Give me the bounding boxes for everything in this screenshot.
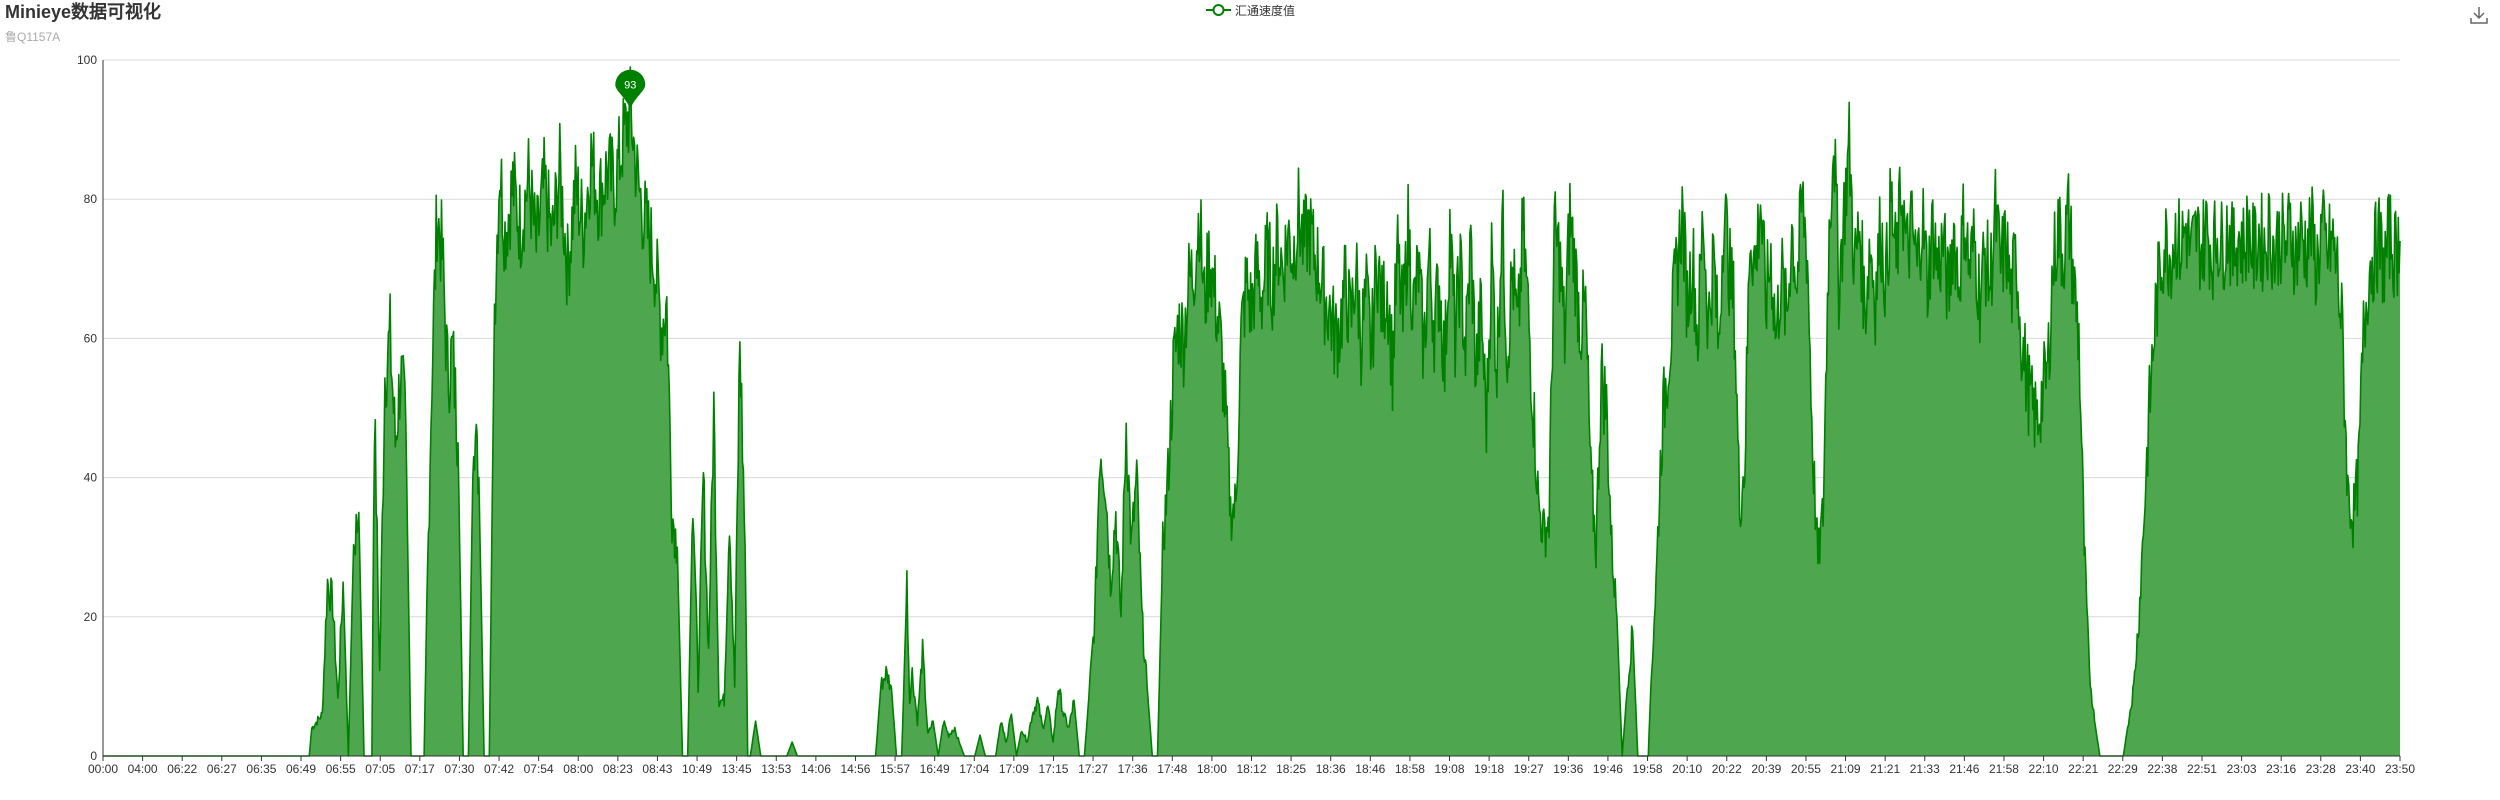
x-tick-label: 17:27: [1078, 762, 1108, 776]
download-icon[interactable]: [2468, 4, 2490, 26]
x-tick-label: 23:40: [2345, 762, 2375, 776]
legend-line-circle-icon: [1206, 4, 1231, 16]
x-tick-label: 21:33: [1910, 762, 1940, 776]
x-tick-label: 06:55: [326, 762, 356, 776]
x-tick-label: 06:35: [246, 762, 276, 776]
x-tick-label: 22:29: [2108, 762, 2138, 776]
y-tick-label: 100: [77, 53, 97, 67]
x-tick-label: 15:57: [880, 762, 910, 776]
chart-title: Minieye数据可视化: [5, 2, 162, 22]
x-tick-label: 20:22: [1712, 762, 1742, 776]
x-tick-label: 23:28: [2306, 762, 2336, 776]
x-tick-label: 07:17: [405, 762, 435, 776]
x-tick-label: 17:04: [959, 762, 989, 776]
max-marker-pin: [615, 69, 646, 109]
legend-item[interactable]: 汇通速度值: [1206, 1, 1295, 19]
x-tick-label: 21:58: [1989, 762, 2019, 776]
x-tick-label: 07:54: [524, 762, 554, 776]
x-tick-label: 17:09: [999, 762, 1029, 776]
x-tick-label: 18:00: [1197, 762, 1227, 776]
x-tick-label: 13:45: [722, 762, 752, 776]
x-tick-label: 18:25: [1276, 762, 1306, 776]
x-tick-label: 20:55: [1791, 762, 1821, 776]
x-tick-label: 18:58: [1395, 762, 1425, 776]
x-tick-label: 08:00: [563, 762, 593, 776]
x-tick-label: 19:18: [1474, 762, 1504, 776]
x-tick-label: 17:48: [1157, 762, 1187, 776]
x-tick-label: 08:23: [603, 762, 633, 776]
x-tick-label: 04:00: [128, 762, 158, 776]
x-tick-label: 19:36: [1553, 762, 1583, 776]
series-area: [103, 66, 2401, 757]
x-tick-label: 23:50: [2385, 762, 2415, 776]
x-tick-label: 13:53: [761, 762, 791, 776]
x-tick-label: 19:08: [1435, 762, 1465, 776]
series-area-fill: [103, 67, 2400, 756]
x-tick-label: 19:27: [1514, 762, 1544, 776]
x-tick-label: 00:00: [88, 762, 118, 776]
x-tick-label: 17:15: [1038, 762, 1068, 776]
x-tick-label: 14:56: [840, 762, 870, 776]
max-marker: 93: [615, 69, 646, 109]
x-tick-label: 19:46: [1593, 762, 1623, 776]
x-tick-label: 16:49: [920, 762, 950, 776]
legend-label: 汇通速度值: [1235, 3, 1296, 18]
x-tick-label: 22:38: [2147, 762, 2177, 776]
x-tick-label: 21:09: [1831, 762, 1861, 776]
x-tick-label: 17:36: [1118, 762, 1148, 776]
y-tick-label: 0: [90, 749, 97, 763]
x-tick-label: 10:49: [682, 762, 712, 776]
chart-subtitle: 鲁Q1157A: [5, 30, 61, 44]
x-tick-label: 20:10: [1672, 762, 1702, 776]
x-tick-label: 18:36: [1316, 762, 1346, 776]
x-tick-label: 07:05: [365, 762, 395, 776]
x-tick-label: 07:42: [484, 762, 514, 776]
x-tick-label: 08:43: [642, 762, 672, 776]
y-tick-label: 40: [84, 471, 98, 485]
y-tick-label: 80: [84, 192, 98, 206]
x-tick-label: 21:46: [1949, 762, 1979, 776]
x-tick-label: 18:46: [1355, 762, 1385, 776]
x-tick-label: 06:49: [286, 762, 316, 776]
x-tick-label: 14:06: [801, 762, 831, 776]
x-tick-label: 06:22: [167, 762, 197, 776]
x-tick-label: 22:10: [2029, 762, 2059, 776]
x-tick-label: 22:51: [2187, 762, 2217, 776]
y-tick-label: 20: [84, 610, 98, 624]
axes: 0 20 40 60 80 100 00:00 04:00 06:22 06:27 06:35 06:…: [77, 53, 2415, 776]
x-tick-label: 19:58: [1633, 762, 1663, 776]
x-tick-label: 20:39: [1751, 762, 1781, 776]
x-tick-label: 23:16: [2266, 762, 2296, 776]
x-tick-label: 18:12: [1236, 762, 1266, 776]
max-marker-label: 93: [624, 80, 636, 92]
x-tick-label: 07:30: [444, 762, 474, 776]
x-tick-label: 23:03: [2227, 762, 2257, 776]
x-tick-label: 22:21: [2068, 762, 2098, 776]
y-tick-label: 60: [84, 331, 98, 345]
x-tick-label: 06:27: [207, 762, 237, 776]
x-tick-label: 21:21: [1870, 762, 1900, 776]
